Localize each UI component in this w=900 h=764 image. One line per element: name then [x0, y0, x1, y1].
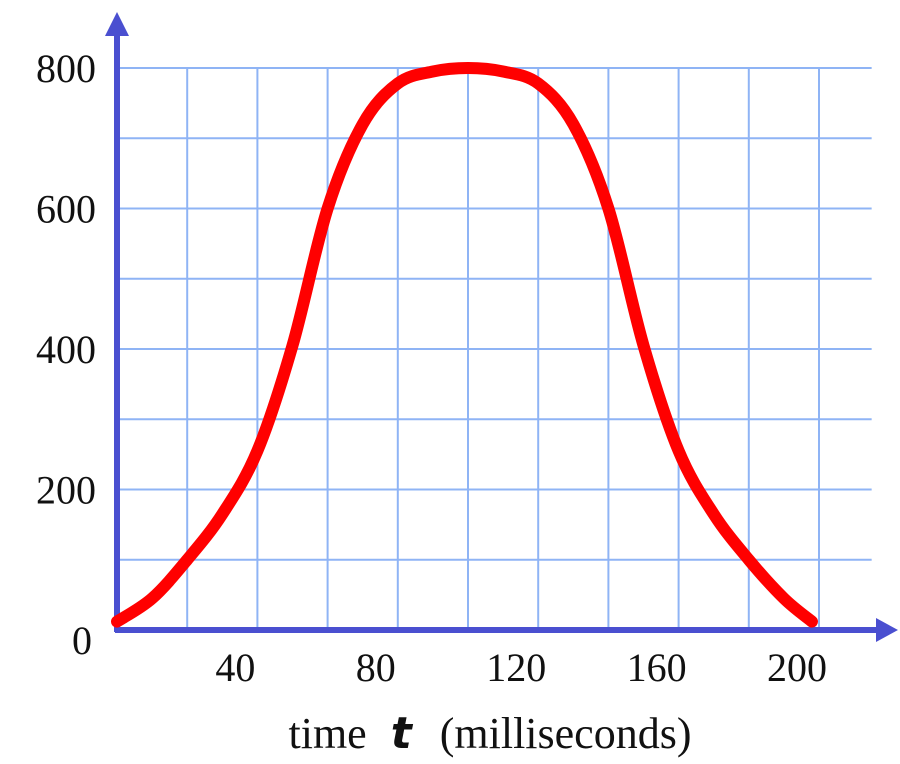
x-tick-label: 120: [486, 645, 546, 690]
x-tick-label: 160: [627, 645, 687, 690]
x-axis-arrow: [876, 618, 898, 642]
y-tick-label: 400: [36, 327, 96, 372]
y-tick-label: 800: [36, 46, 96, 91]
x-tick-label: 200: [767, 645, 827, 690]
y-tick-label: 0: [72, 618, 92, 663]
y-tick-label: 600: [36, 187, 96, 232]
x-axis-label-variable: t: [391, 708, 414, 759]
x-tick-label: 40: [215, 645, 255, 690]
grid: [117, 67, 872, 630]
series-line: [111, 62, 818, 628]
y-tick-label: 200: [36, 468, 96, 513]
y-axis-arrow: [105, 12, 129, 36]
x-axis-label: time t (milliseconds): [289, 708, 692, 759]
tick-labels: 0 200 400 600 800 40 80 120 160 200: [36, 46, 827, 690]
plot-area: [111, 62, 818, 628]
x-tick-label: 80: [356, 645, 396, 690]
x-axis-label-prefix: time: [289, 709, 367, 758]
axes: [105, 12, 898, 642]
x-axis-label-suffix: (milliseconds): [440, 709, 692, 758]
